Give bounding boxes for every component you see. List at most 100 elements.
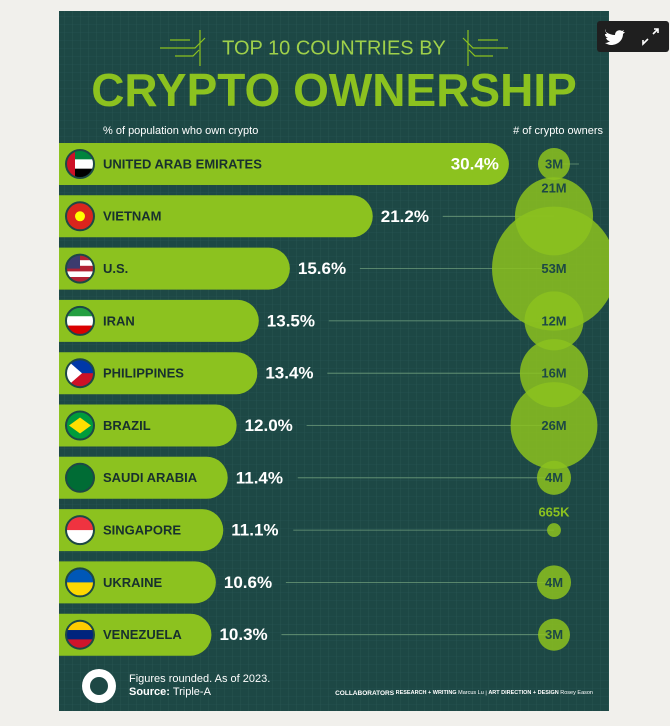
- flag-ring: [65, 410, 95, 441]
- plot: UNITED ARAB EMIRATES 30.4% VIETNAM 21.2% U.S…: [59, 143, 609, 656]
- flag-part: [66, 359, 82, 388]
- flag: [65, 305, 95, 336]
- flag-stripe: [66, 168, 94, 178]
- category-label: VIETNAM: [103, 209, 162, 224]
- category-label: UKRAINE: [103, 575, 163, 590]
- credit-name: Marcus Lu: [458, 690, 484, 696]
- bar: [59, 299, 259, 342]
- bubble-label: 12M: [541, 313, 566, 328]
- value-label: 15.6%: [298, 259, 346, 278]
- source: Source: Triple-A: [129, 686, 212, 698]
- flag-stripe: [66, 325, 94, 335]
- bubble-label: 26M: [541, 418, 566, 433]
- bar: [59, 352, 258, 395]
- twitter-button[interactable]: [605, 29, 625, 45]
- bubble-label: 4M: [545, 575, 563, 590]
- value-label: 21.2%: [381, 207, 429, 226]
- flag-stripe: [66, 306, 94, 317]
- flag-part: [66, 150, 75, 178]
- bubble-label: 4M: [545, 470, 563, 485]
- bubble: [536, 460, 572, 495]
- flag-stripe: [66, 150, 94, 160]
- bubble: [510, 382, 598, 469]
- credits: COLLABORATORS RESEARCH + WRITING Marcus …: [335, 690, 593, 697]
- bubble: [524, 291, 584, 351]
- flag: [65, 253, 95, 284]
- flag-stripe: [66, 530, 94, 545]
- flag: [65, 149, 95, 179]
- bar: [59, 247, 290, 290]
- credit-role: RESEARCH + WRITING: [396, 690, 457, 696]
- value-label: 12.0%: [245, 416, 293, 435]
- flag-stripe: [66, 582, 94, 597]
- bar: [59, 195, 373, 238]
- bubble-label: 16M: [541, 366, 566, 381]
- bar: [59, 561, 216, 604]
- category-label: VENEZUELA: [103, 627, 182, 642]
- flag-ring: [65, 462, 95, 493]
- flag: [65, 410, 95, 441]
- share-buttons: [597, 21, 669, 52]
- bubble-label: 53M: [541, 261, 566, 276]
- flag-ring: [65, 201, 95, 232]
- bar: [59, 456, 228, 499]
- flag-star: [75, 211, 85, 222]
- category-label: IRAN: [103, 313, 135, 328]
- flag-stripe: [66, 516, 94, 531]
- category-label: UNITED ARAB EMIRATES: [103, 156, 262, 171]
- credits-heading: COLLABORATORS: [335, 690, 395, 697]
- credit-name: Rosey Eason: [560, 690, 593, 696]
- bubble-label: 665K: [538, 505, 570, 520]
- expand-button[interactable]: [642, 28, 659, 46]
- bubble: [492, 206, 609, 331]
- flag-ring: [65, 619, 95, 650]
- value-label: 30.4%: [451, 154, 499, 173]
- title-decoration: [160, 30, 508, 66]
- flag-stripe: [66, 271, 94, 278]
- flag-stripe: [66, 265, 94, 272]
- axis-label: % of population who own crypto: [103, 125, 258, 137]
- flag-ring: [65, 358, 95, 389]
- value-label: 10.3%: [219, 625, 267, 644]
- category-label: SAUDI ARABIA: [103, 470, 198, 485]
- value-label: 11.4%: [236, 468, 283, 487]
- flag-part: [69, 417, 91, 434]
- bar: [59, 143, 509, 185]
- bubble: [536, 565, 572, 600]
- bar: [59, 613, 212, 656]
- logo-inner: [90, 677, 108, 695]
- bubble-label: 3M: [545, 627, 563, 642]
- value-label: 13.4%: [265, 364, 313, 383]
- flag-ring: [65, 567, 95, 598]
- source-name: Triple-A: [173, 686, 212, 698]
- value-label: 10.6%: [224, 573, 272, 592]
- size-label: # of crypto owners: [513, 125, 603, 137]
- flag-stripe: [66, 639, 94, 649]
- category-label: U.S.: [103, 261, 128, 276]
- bubble: [538, 148, 570, 180]
- flag-ring: [65, 253, 95, 284]
- flag: [65, 515, 95, 546]
- flag-ring: [65, 515, 95, 546]
- title-top: TOP 10 COUNTRIES BY: [222, 37, 446, 59]
- credit-role: ART DIRECTION + DESIGN: [488, 690, 558, 696]
- flag: [65, 358, 95, 389]
- flag-stripe: [66, 568, 94, 583]
- flag-stripe: [66, 159, 94, 170]
- flag-stripe: [66, 277, 94, 283]
- flag-stripe: [66, 316, 94, 327]
- flag-stripe: [66, 620, 94, 631]
- flag-ring: [65, 149, 95, 179]
- flag: [65, 619, 95, 650]
- note: Figures rounded. As of 2023.: [129, 673, 270, 685]
- flag: [65, 201, 95, 232]
- bar: [59, 509, 224, 552]
- bubble: [538, 618, 570, 651]
- flag: [65, 462, 95, 493]
- category-label: PHILIPPINES: [103, 366, 184, 381]
- chart-title: CRYPTO OWNERSHIP: [91, 64, 577, 116]
- value-label: 13.5%: [267, 311, 315, 330]
- source-label: Source:: [129, 686, 170, 698]
